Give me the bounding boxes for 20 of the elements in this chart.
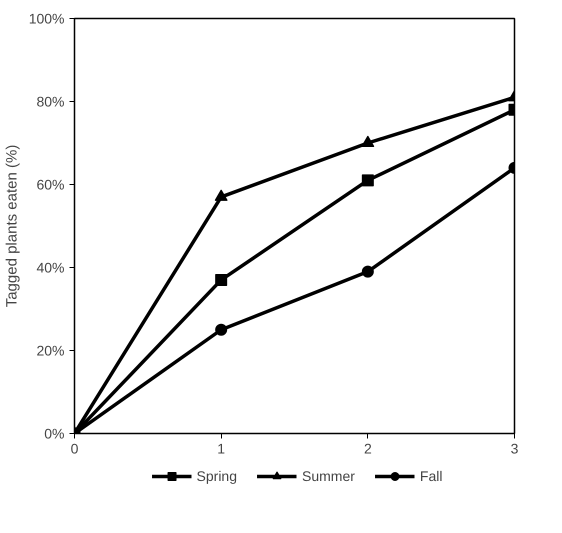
x-tick-label: 3	[510, 440, 519, 456]
point	[362, 174, 374, 186]
y-tick-label: 100%	[28, 10, 65, 26]
legend-label: Fall	[420, 468, 442, 484]
point	[361, 136, 374, 147]
y-tick-label: 40%	[36, 260, 65, 276]
y-axis-title: Tagged plants eaten (%)	[4, 144, 21, 308]
y-tick-label: 0%	[44, 426, 64, 442]
x-tick-label: 2	[364, 440, 372, 456]
y-tick-label: 20%	[36, 342, 65, 358]
point	[362, 266, 374, 278]
point	[215, 324, 228, 336]
y-tick-label: 60%	[36, 176, 65, 192]
point	[215, 274, 228, 286]
y-tick-label: 80%	[36, 94, 65, 110]
x-tick-label: 0	[70, 440, 79, 456]
x-tick-label: 1	[217, 440, 226, 456]
legend-label: Spring	[196, 468, 237, 484]
point	[214, 190, 228, 201]
legend-label: Summer	[302, 468, 355, 484]
